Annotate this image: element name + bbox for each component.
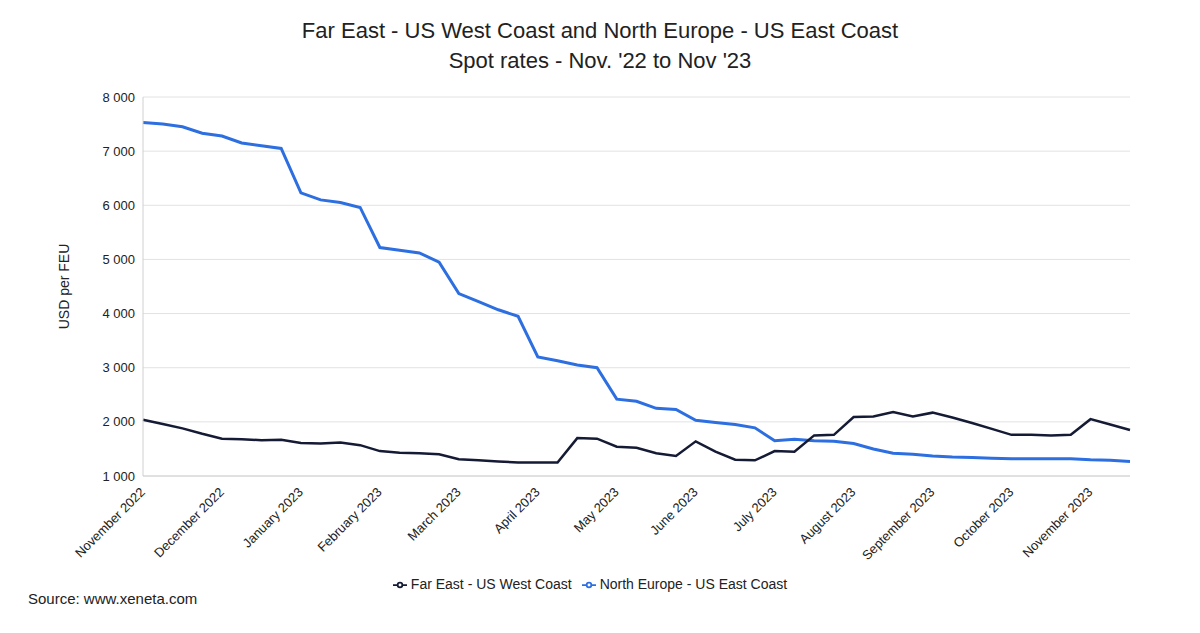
svg-text:1 000: 1 000 [102,469,135,484]
svg-text:USD per FEU: USD per FEU [56,244,72,330]
svg-text:October 2023: October 2023 [950,484,1016,550]
svg-text:September 2023: September 2023 [859,484,938,563]
svg-text:January 2023: January 2023 [240,484,306,550]
svg-text:February 2023: February 2023 [314,484,384,554]
html-text:Spot rates - Nov. '22 to Nov ': Spot rates - Nov. '22 to Nov '23 [448,48,752,73]
svg-text:November 2023: November 2023 [1019,484,1095,560]
svg-text:August 2023: August 2023 [796,484,858,546]
svg-text:8 000: 8 000 [102,90,135,105]
svg-text:November 2022: November 2022 [72,484,148,560]
html-text:Far East - US West Coast and N: Far East - US West Coast and North Europ… [301,18,899,43]
svg-text:7 000: 7 000 [102,144,135,159]
svg-text:March 2023: March 2023 [405,484,464,543]
svg-text:July 2023: July 2023 [730,484,780,534]
svg-text:6 000: 6 000 [102,198,135,213]
svg-text:2 000: 2 000 [102,414,135,429]
html-text:Far East - US West Coast: Far East - US West Coast [410,576,572,592]
svg-text:3 000: 3 000 [102,360,135,375]
html-text:Source: www.xeneta.com: Source: www.xeneta.com [28,590,198,607]
svg-text:April 2023: April 2023 [491,484,543,536]
svg-text:June 2023: June 2023 [647,484,701,538]
svg-text:5 000: 5 000 [102,252,135,267]
svg-text:4 000: 4 000 [102,306,135,321]
svg-text:May 2023: May 2023 [571,484,622,535]
html-text:North Europe - US East Coast: North Europe - US East Coast [599,576,788,592]
svg-text:December 2022: December 2022 [151,484,227,560]
